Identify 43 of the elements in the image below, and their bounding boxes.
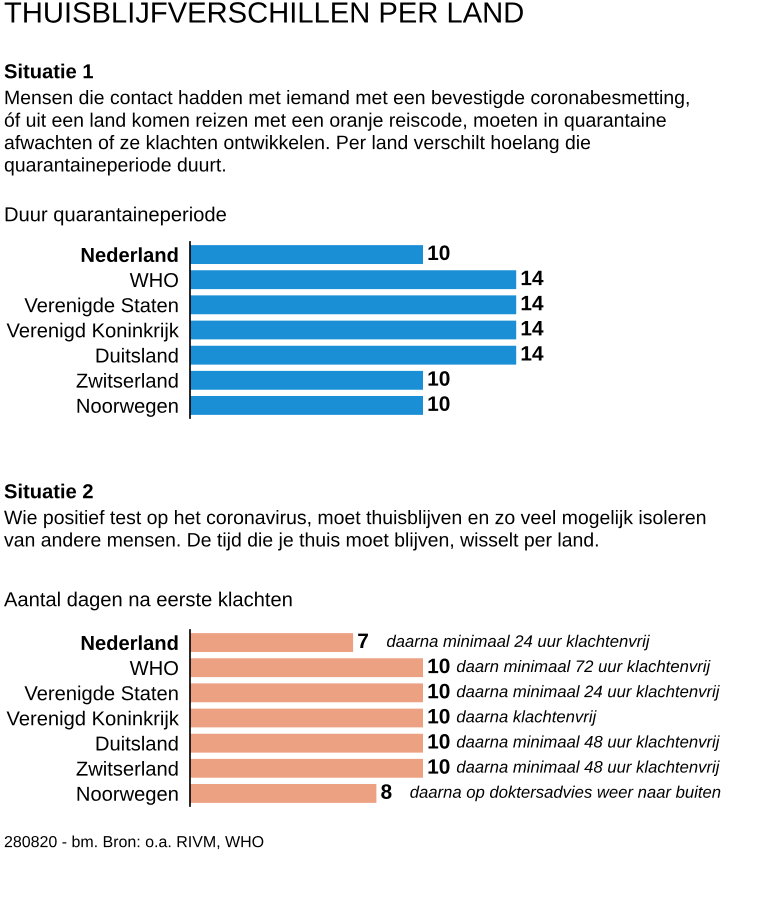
annotation: daarna minimaal 48 uur klachtenvrij [456, 735, 720, 751]
y-tick-label: WHO [130, 272, 178, 288]
data-label: 7 [358, 634, 368, 648]
data-label: 10 [428, 245, 450, 260]
text: Wie positief test op het coronavirus, moet thuisblijven en zo veel mogelijk isoleren van andere mensen. De tijd die je thuis moet blijven, wisselt per land. [4, 510, 706, 550]
y-tick-label: Zwitserland [76, 372, 178, 388]
x-axis-title: Aantal dagen na eerste klachten [4, 592, 292, 610]
data-label: 14 [522, 321, 544, 336]
chart-subtitle: Situatie 1 [4, 64, 93, 78]
chart-title: THUISBLIJFVERSCHILLEN PER LAND [4, 2, 523, 23]
y-tick-label: Zwitserland [76, 760, 178, 776]
y-tick-label: Nederland [82, 247, 178, 262]
data-label: 10 [428, 684, 450, 698]
y-tick-label: Noorwegen [78, 786, 178, 805]
y-tick-label: Verenigde Staten [24, 686, 178, 704]
y-tick-label: Verenigd Koninkrijk [6, 710, 179, 730]
y-tick-label: Nederland [82, 635, 178, 650]
y-tick-label: Noorwegen [78, 398, 178, 417]
chart-subtitle: Situatie 2 [4, 484, 93, 498]
data-label: 14 [522, 346, 544, 361]
data-label: 10 [428, 759, 450, 774]
text: Mensen die contact hadden met iemand met een bevestigde coronabesmetting, óf uit een land komen reizen met een oranje reiscode, moeten in quarantaine afwachten of ze klachten ontwikkelen. Per land verschilt hoelang die quarantaineperiode duurt. [4, 90, 689, 176]
data-label: 10 [428, 734, 450, 749]
data-label: 14 [522, 270, 544, 286]
annotation: daarna minimaal 48 uur klachtenvrij [456, 760, 720, 776]
y-tick-label: Duitsland [96, 736, 178, 751]
y-tick-label: Verenigd Koninkrijk [6, 322, 179, 342]
data-label: 14 [522, 296, 544, 310]
data-label: 10 [428, 371, 450, 386]
y-tick-label: WHO [130, 660, 178, 676]
data-label: 10 [428, 708, 450, 724]
annotation: daarna klachtenvrij [456, 710, 597, 726]
data-label: 8 [381, 784, 392, 800]
y-tick-label: Duitsland [96, 348, 178, 363]
data-label: 10 [428, 658, 450, 674]
text: 280820 - bm. Bron: o.a. RIVM, WHO [4, 836, 264, 850]
annotation: daarn minimaal 72 uur klachtenvrij [456, 660, 711, 676]
annotation: daarna minimaal 24 uur klachtenvrij [456, 685, 720, 701]
y-tick-label: Verenigde Staten [24, 298, 178, 316]
annotation: daarna op doktersadvies weer naar buiten [410, 786, 720, 802]
data-label: 10 [428, 396, 450, 412]
annotation: daarna minimaal 24 uur klachtenvrij [386, 634, 650, 650]
x-axis-title: Duur quarantaineperiode [6, 206, 226, 226]
